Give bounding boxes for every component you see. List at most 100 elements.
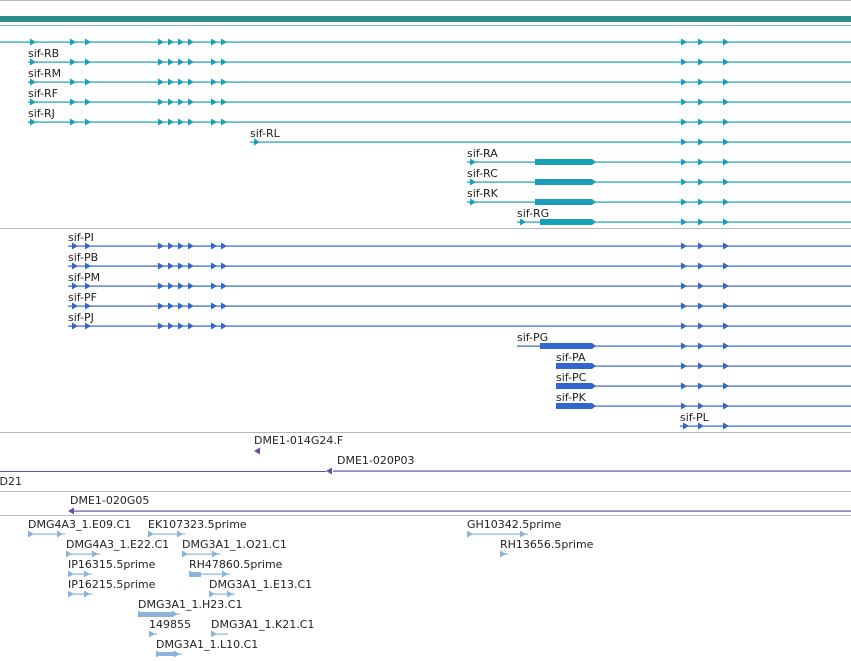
strand-arrow — [723, 262, 729, 270]
est-line[interactable] — [211, 633, 228, 635]
est-block[interactable] — [138, 612, 173, 617]
transcript-cds[interactable] — [535, 159, 596, 165]
strand-arrow — [168, 262, 174, 270]
est-arrow — [68, 590, 74, 598]
strand-arrow — [188, 242, 194, 250]
protein-line[interactable] — [68, 325, 851, 327]
strand-arrow — [70, 78, 76, 86]
strand-arrow — [85, 98, 91, 106]
est-line[interactable] — [28, 533, 65, 535]
clone-line[interactable] — [0, 471, 326, 472]
est-line[interactable] — [467, 533, 528, 535]
est-label: DMG4A3_1.E22.C1 — [66, 538, 169, 551]
est-line[interactable] — [68, 593, 92, 595]
transcript-line[interactable] — [28, 61, 851, 63]
clone-label: DME1-020P03 — [337, 454, 415, 467]
protein-line[interactable] — [68, 305, 851, 307]
est-arrow — [92, 550, 98, 558]
transcript-cds[interactable] — [535, 179, 596, 185]
protein-line[interactable] — [68, 285, 851, 287]
strand-arrow — [158, 322, 164, 330]
transcript-line[interactable] — [467, 161, 851, 163]
strand-arrow — [158, 98, 164, 106]
protein-cds[interactable] — [540, 343, 596, 349]
strand-arrow — [168, 242, 174, 250]
strand-arrow — [188, 262, 194, 270]
strand-arrow — [178, 38, 184, 46]
est-line[interactable] — [182, 553, 220, 555]
transcript-line[interactable] — [467, 201, 851, 203]
strand-arrow — [723, 198, 729, 206]
est-label: RH47860.5prime — [189, 558, 283, 571]
protein-cds[interactable] — [556, 363, 596, 369]
transcript-line[interactable] — [467, 181, 851, 183]
strand-arrow — [188, 78, 194, 86]
est-line[interactable] — [68, 573, 92, 575]
est-arrow — [177, 530, 183, 538]
strand-arrow — [211, 38, 217, 46]
strand-arrow — [723, 362, 729, 370]
strand-arrow — [221, 322, 227, 330]
strand-arrow — [723, 78, 729, 86]
strand-arrow — [168, 302, 174, 310]
strand-arrow — [698, 218, 704, 226]
strand-arrow — [188, 118, 194, 126]
transcript-cds[interactable] — [540, 219, 596, 225]
transcript-label: sif-RK — [467, 187, 499, 200]
protein-cds[interactable] — [556, 403, 596, 409]
strand-arrow — [85, 322, 91, 330]
strand-arrow — [72, 302, 78, 310]
track-separator — [0, 491, 851, 492]
est-line[interactable] — [209, 593, 235, 595]
protein-cds[interactable] — [556, 383, 596, 389]
strand-arrow — [698, 422, 704, 430]
transcript-line[interactable] — [28, 101, 851, 103]
strand-arrow — [211, 98, 217, 106]
strand-arrow — [85, 78, 91, 86]
clone-arrow — [326, 467, 332, 475]
transcript-label: sif-RJ — [28, 107, 55, 120]
protein-line[interactable] — [680, 425, 851, 427]
strand-arrow — [158, 38, 164, 46]
strand-arrow — [158, 58, 164, 66]
transcript-line[interactable] — [28, 121, 851, 123]
protein-line[interactable] — [68, 245, 851, 247]
strand-arrow — [158, 78, 164, 86]
strand-arrow — [188, 322, 194, 330]
strand-arrow — [168, 322, 174, 330]
strand-arrow — [698, 262, 704, 270]
strand-arrow — [72, 282, 78, 290]
protein-label: sif-PF — [68, 291, 97, 304]
strand-arrow — [723, 138, 729, 146]
est-block[interactable] — [156, 652, 176, 656]
strand-arrow — [168, 38, 174, 46]
transcript-line[interactable] — [28, 81, 851, 83]
est-line[interactable] — [66, 553, 100, 555]
est-block[interactable] — [189, 572, 201, 577]
strand-arrow — [30, 58, 36, 66]
est-line[interactable] — [148, 533, 185, 535]
strand-arrow — [30, 78, 36, 86]
strand-arrow — [221, 242, 227, 250]
est-line[interactable] — [189, 573, 230, 575]
protein-label: sif-PA — [556, 351, 586, 364]
strand-arrow — [698, 198, 704, 206]
transcript-line[interactable] — [0, 41, 851, 43]
strand-arrow — [681, 342, 687, 350]
strand-arrow — [698, 302, 704, 310]
protein-line[interactable] — [68, 265, 851, 267]
strand-arrow — [211, 78, 217, 86]
transcript-line[interactable] — [250, 141, 851, 143]
strand-arrow — [698, 402, 704, 410]
strand-arrow — [70, 98, 76, 106]
clone-line[interactable] — [333, 470, 851, 472]
clone-line[interactable] — [74, 510, 851, 512]
transcript-cds[interactable] — [535, 199, 596, 205]
strand-arrow — [178, 262, 184, 270]
strand-arrow — [254, 138, 260, 146]
est-arrow — [172, 610, 178, 618]
est-arrow — [28, 530, 34, 538]
strand-arrow — [681, 118, 687, 126]
